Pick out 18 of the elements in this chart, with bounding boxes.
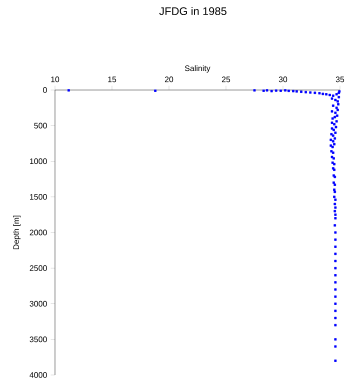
y-tick-label: 4000 (30, 372, 47, 378)
y-axis-title: Depth [m] (13, 216, 21, 250)
chart-title: JFDG in 1985 (159, 6, 226, 16)
x-tick-label: 15 (108, 76, 116, 82)
x-tick-label: 20 (164, 76, 174, 82)
x-axis-title: Salinity (184, 65, 210, 73)
x-tick-label: 30 (278, 76, 288, 82)
y-tick-label: 1000 (30, 158, 47, 164)
y-tick-label: 3500 (30, 336, 47, 342)
y-tick-label: 1500 (30, 194, 47, 200)
y-tick-label: 0 (43, 87, 47, 93)
y-tick-label: 2500 (30, 265, 47, 271)
y-tick-label: 3000 (30, 300, 47, 307)
x-tick-label: 35 (336, 76, 344, 82)
y-tick-label: 500 (34, 122, 47, 128)
y-tick-label: 2000 (30, 230, 47, 236)
x-tick-label: 25 (222, 76, 230, 82)
x-tick-label: 10 (51, 76, 60, 82)
